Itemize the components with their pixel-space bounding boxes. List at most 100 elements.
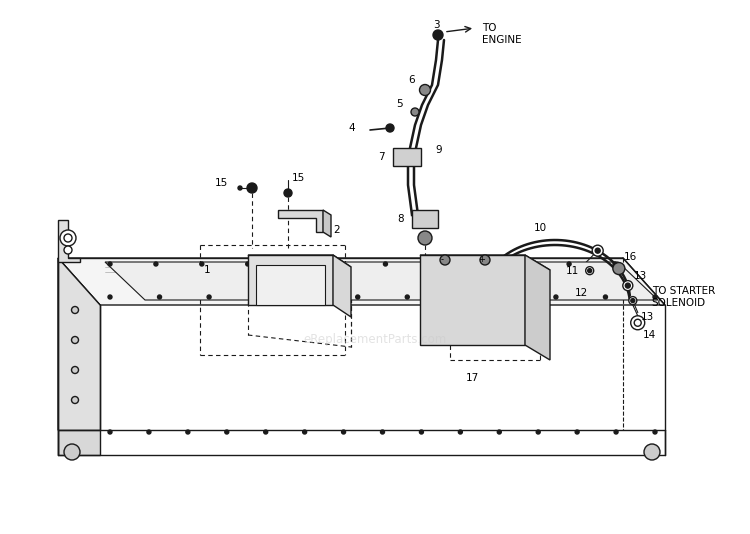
Circle shape (628, 296, 637, 304)
Circle shape (411, 108, 419, 116)
Text: 6: 6 (408, 75, 415, 85)
Bar (393, 148, 421, 166)
Circle shape (567, 262, 571, 266)
Circle shape (644, 444, 660, 460)
Circle shape (256, 295, 261, 299)
Circle shape (284, 189, 292, 197)
Circle shape (154, 262, 158, 266)
Circle shape (147, 430, 151, 434)
Circle shape (497, 430, 501, 434)
Circle shape (383, 262, 388, 266)
Circle shape (622, 280, 633, 290)
Circle shape (338, 262, 341, 266)
Circle shape (419, 430, 424, 434)
Circle shape (634, 319, 641, 326)
Circle shape (186, 430, 190, 434)
Circle shape (380, 430, 385, 434)
Polygon shape (105, 262, 658, 300)
Circle shape (356, 295, 360, 299)
Circle shape (238, 186, 242, 190)
Circle shape (200, 262, 204, 266)
Text: 2: 2 (333, 225, 340, 235)
Circle shape (536, 430, 540, 434)
Circle shape (614, 430, 618, 434)
Polygon shape (58, 258, 665, 305)
Text: 14: 14 (643, 330, 656, 340)
Text: 4: 4 (348, 123, 355, 133)
Circle shape (60, 230, 76, 246)
Polygon shape (256, 265, 325, 305)
Text: 1: 1 (203, 265, 210, 275)
Circle shape (588, 269, 592, 273)
Polygon shape (58, 258, 100, 430)
Polygon shape (278, 210, 323, 232)
Circle shape (613, 262, 617, 266)
Text: +: + (478, 255, 485, 264)
Circle shape (108, 430, 112, 434)
Circle shape (292, 262, 296, 266)
Circle shape (554, 295, 558, 299)
Circle shape (476, 262, 479, 266)
Circle shape (71, 397, 79, 404)
Text: 10: 10 (533, 223, 547, 233)
Circle shape (247, 183, 257, 193)
Circle shape (303, 430, 307, 434)
Text: ENGINE: ENGINE (482, 35, 522, 45)
Text: 5: 5 (396, 99, 403, 109)
Text: 7: 7 (378, 152, 385, 162)
Circle shape (246, 262, 250, 266)
Text: 17: 17 (465, 373, 478, 383)
Polygon shape (58, 430, 100, 455)
Circle shape (405, 295, 410, 299)
Polygon shape (525, 255, 550, 360)
Polygon shape (58, 258, 100, 430)
Circle shape (631, 299, 634, 303)
Circle shape (480, 255, 490, 265)
Circle shape (306, 295, 310, 299)
Circle shape (341, 430, 346, 434)
Circle shape (653, 295, 657, 299)
Circle shape (108, 262, 112, 266)
Text: 13: 13 (634, 271, 647, 280)
Circle shape (592, 245, 603, 256)
Bar (412, 210, 438, 228)
Text: SOLENOID: SOLENOID (652, 297, 706, 308)
Polygon shape (58, 220, 80, 262)
Polygon shape (323, 210, 331, 237)
Polygon shape (248, 255, 333, 305)
Circle shape (419, 84, 430, 96)
Text: 13: 13 (640, 312, 654, 321)
Text: -: - (440, 255, 443, 264)
Circle shape (71, 336, 79, 343)
Circle shape (158, 295, 161, 299)
Text: 3: 3 (433, 20, 439, 30)
Text: 8: 8 (398, 214, 404, 224)
Circle shape (653, 430, 657, 434)
Circle shape (64, 234, 72, 242)
Circle shape (64, 246, 72, 254)
Circle shape (71, 307, 79, 313)
Text: TO: TO (482, 23, 496, 33)
Circle shape (626, 283, 630, 288)
Polygon shape (420, 255, 550, 270)
Circle shape (504, 295, 509, 299)
Circle shape (108, 295, 112, 299)
Text: 9: 9 (435, 145, 442, 155)
Text: 16: 16 (624, 252, 637, 262)
Circle shape (64, 444, 80, 460)
Circle shape (386, 124, 394, 132)
Polygon shape (420, 255, 525, 345)
Circle shape (586, 266, 594, 274)
Circle shape (613, 263, 625, 274)
Circle shape (225, 430, 229, 434)
Polygon shape (248, 255, 351, 267)
Text: TO STARTER: TO STARTER (652, 286, 715, 296)
Circle shape (575, 430, 579, 434)
Text: 15: 15 (214, 178, 228, 188)
Circle shape (458, 430, 462, 434)
Circle shape (596, 248, 600, 253)
Circle shape (207, 295, 211, 299)
Circle shape (604, 295, 608, 299)
Circle shape (454, 295, 459, 299)
Circle shape (418, 231, 432, 245)
